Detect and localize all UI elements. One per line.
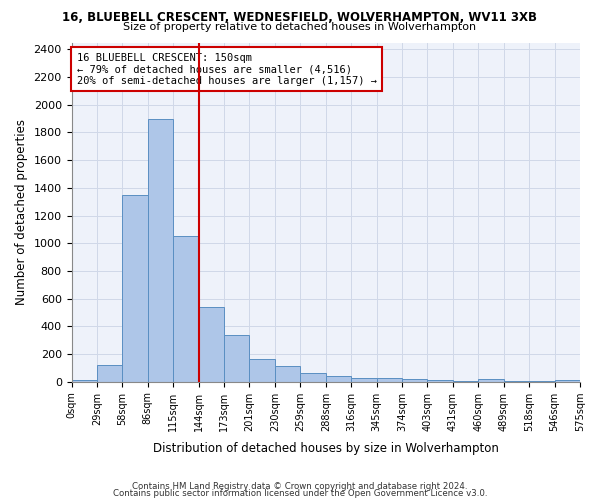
- Text: Size of property relative to detached houses in Wolverhampton: Size of property relative to detached ho…: [124, 22, 476, 32]
- Bar: [326, 376, 351, 382]
- Bar: [122, 195, 148, 382]
- Bar: [351, 378, 377, 382]
- Bar: [529, 381, 554, 382]
- Bar: [148, 118, 173, 382]
- Text: Contains public sector information licensed under the Open Government Licence v3: Contains public sector information licen…: [113, 489, 487, 498]
- Bar: [427, 380, 453, 382]
- X-axis label: Distribution of detached houses by size in Wolverhampton: Distribution of detached houses by size …: [153, 442, 499, 455]
- Text: 16, BLUEBELL CRESCENT, WEDNESFIELD, WOLVERHAMPTON, WV11 3XB: 16, BLUEBELL CRESCENT, WEDNESFIELD, WOLV…: [62, 11, 538, 24]
- Bar: [275, 366, 301, 382]
- Bar: [554, 380, 580, 382]
- Bar: [301, 372, 326, 382]
- Bar: [250, 359, 275, 382]
- Text: Contains HM Land Registry data © Crown copyright and database right 2024.: Contains HM Land Registry data © Crown c…: [132, 482, 468, 491]
- Bar: [224, 336, 250, 382]
- Y-axis label: Number of detached properties: Number of detached properties: [15, 119, 28, 305]
- Bar: [478, 379, 504, 382]
- Text: 16 BLUEBELL CRESCENT: 150sqm
← 79% of detached houses are smaller (4,516)
20% of: 16 BLUEBELL CRESCENT: 150sqm ← 79% of de…: [77, 52, 377, 86]
- Bar: [71, 380, 97, 382]
- Bar: [173, 236, 199, 382]
- Bar: [377, 378, 402, 382]
- Bar: [453, 381, 478, 382]
- Bar: [504, 381, 529, 382]
- Bar: [199, 307, 224, 382]
- Bar: [97, 365, 122, 382]
- Bar: [402, 379, 427, 382]
